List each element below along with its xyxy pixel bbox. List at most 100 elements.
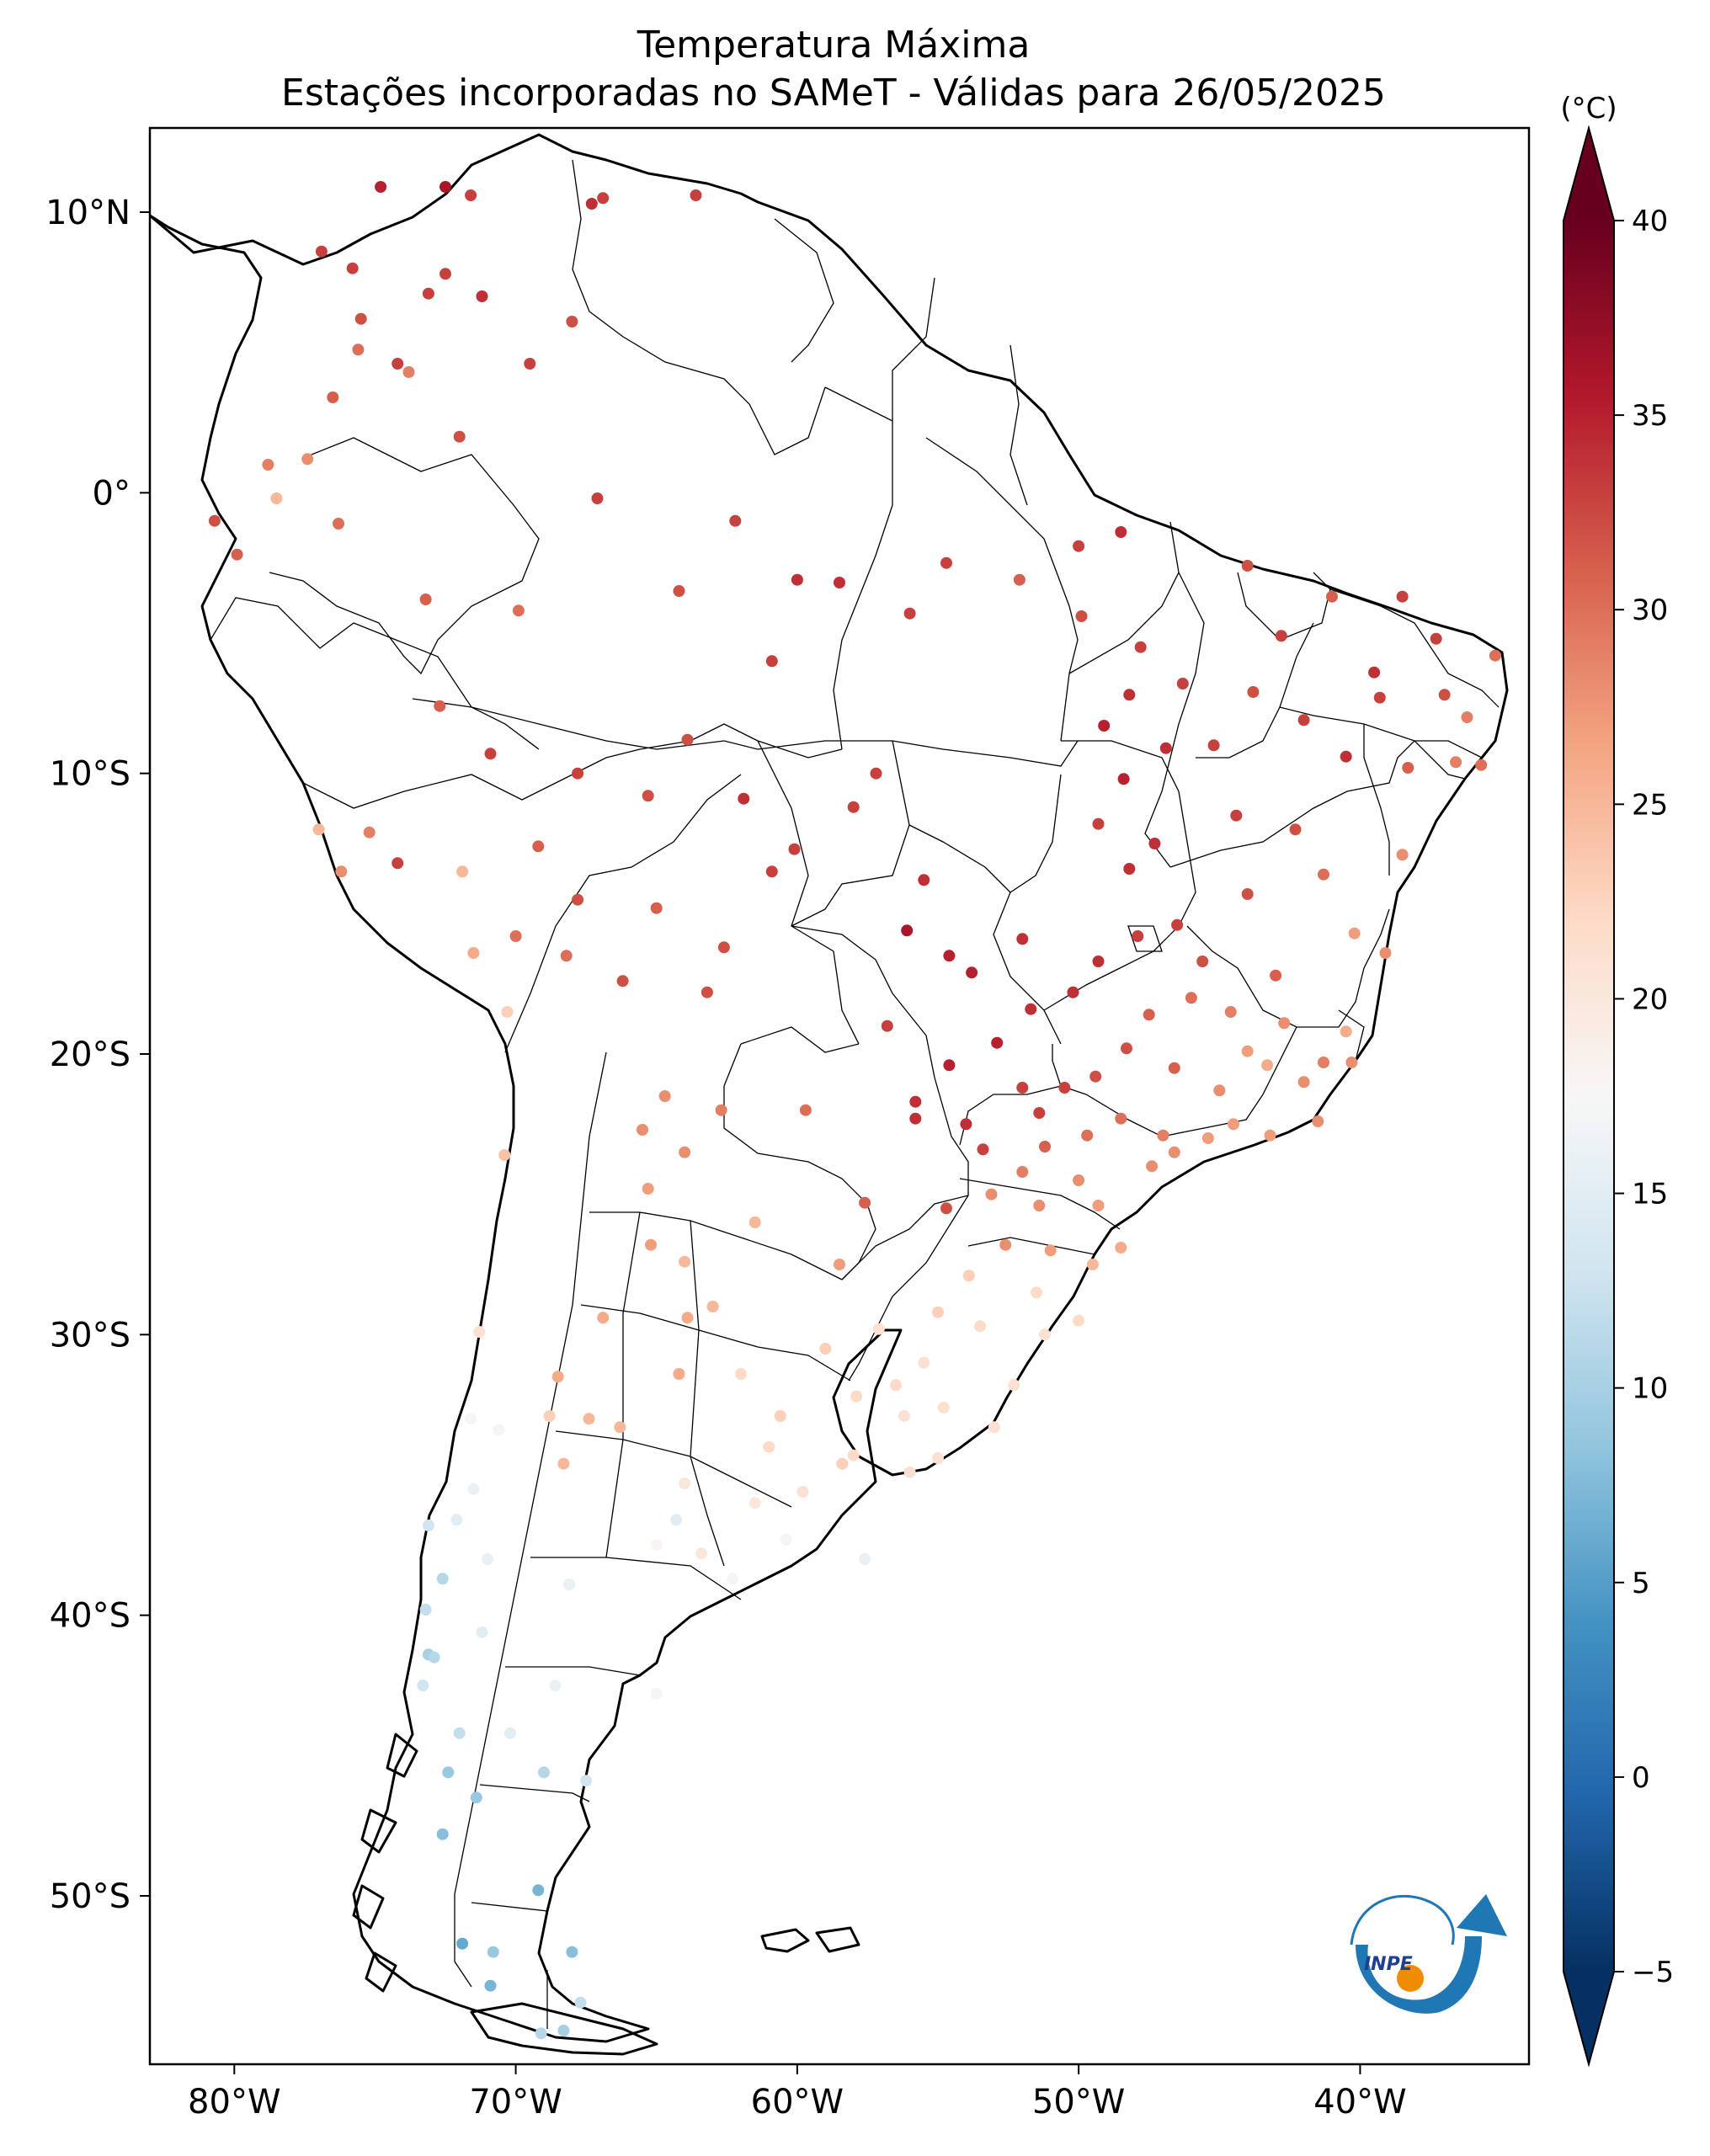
station-point (701, 986, 713, 998)
y-tick-label: 10°S (50, 755, 131, 794)
station-point (763, 1440, 775, 1453)
station-point (597, 1312, 610, 1324)
station-point (1278, 1017, 1291, 1030)
station-point (402, 366, 415, 378)
station-point (487, 1946, 499, 1958)
station-point (1373, 691, 1386, 704)
station-point (585, 198, 598, 210)
station-point (870, 767, 882, 780)
station-point (1340, 750, 1352, 763)
station-point (1213, 1084, 1226, 1097)
colorbar-extend-top (1564, 128, 1614, 221)
inpe-logo: INPE (1350, 1894, 1507, 2014)
x-axis-ticks: 80°W 70°W 60°W 50°W 40°W (188, 2064, 1407, 2121)
station-point (1340, 1025, 1352, 1038)
station-point (551, 1371, 564, 1383)
station-point (549, 1680, 562, 1691)
station-point (937, 1402, 950, 1413)
station-point (560, 950, 573, 962)
station-point (1092, 1200, 1105, 1211)
station-point (774, 1410, 786, 1422)
station-point (847, 1449, 860, 1461)
station-point (1241, 1045, 1254, 1057)
station-point (1044, 1244, 1057, 1257)
station-point (1159, 742, 1172, 754)
station-point (1207, 739, 1220, 752)
station-point (616, 975, 629, 988)
station-point (301, 453, 314, 466)
station-point (738, 792, 750, 805)
station-point (417, 1680, 429, 1691)
inpe-logo-arrow (1457, 1894, 1507, 1936)
inpe-logo-orbit (1350, 1894, 1455, 1946)
station-point (1143, 1009, 1155, 1021)
station-point (1326, 590, 1338, 603)
station-point (1115, 526, 1127, 538)
station-point (1489, 649, 1501, 662)
station-point (1396, 590, 1409, 603)
station-point (1185, 992, 1197, 1004)
station-point (645, 1238, 657, 1251)
station-point (974, 1320, 987, 1333)
station-point (450, 1514, 463, 1526)
station-point (780, 1533, 792, 1546)
station-point (354, 312, 367, 325)
station-point (650, 1539, 663, 1552)
station-point (467, 1483, 480, 1495)
station-point (1461, 711, 1473, 723)
station-point (1013, 573, 1025, 586)
coastline (150, 133, 1509, 2043)
station-point (1396, 849, 1409, 861)
station-point (650, 902, 663, 914)
y-axis-ticks: 10°N 0° 10°S 20°S 30°S 40°S 50°S (45, 194, 150, 1916)
station-point (375, 181, 387, 193)
x-tick-label: 70°W (469, 2083, 562, 2121)
station-point (706, 1301, 719, 1312)
y-tick-label: 20°S (50, 1035, 131, 1074)
station-point (1073, 540, 1085, 552)
station-point (1171, 918, 1184, 931)
station-point (1379, 947, 1392, 959)
station-point (1039, 1141, 1051, 1153)
station-point (642, 790, 654, 802)
station-point (729, 514, 742, 527)
station-point (1117, 773, 1130, 785)
station-point (1348, 927, 1361, 940)
station-point (715, 1104, 727, 1116)
station-point (1115, 1242, 1127, 1254)
station-point (1089, 1070, 1102, 1083)
station-point (1039, 1328, 1051, 1341)
station-point (1430, 632, 1442, 645)
station-point (436, 1573, 449, 1585)
station-point (847, 801, 860, 813)
colorbar-unit: (°C) (1560, 92, 1617, 125)
station-point (1132, 930, 1144, 942)
station-point (1318, 868, 1329, 881)
colorbar-tick-label: 30 (1632, 594, 1668, 627)
colorbar-tick-label: 0 (1632, 1761, 1650, 1795)
station-point (966, 966, 978, 979)
station-point (1086, 1259, 1099, 1270)
station-point (681, 733, 694, 746)
station-point (999, 1238, 1012, 1251)
colorbar: 40 35 30 25 20 15 10 5 0 −5 (°C) (1560, 92, 1674, 2068)
station-point (1275, 630, 1287, 642)
station-point (1081, 1129, 1094, 1142)
station-point (503, 1727, 516, 1739)
station-point (1168, 1146, 1180, 1158)
station-point (889, 1379, 902, 1392)
station-point (1016, 1166, 1029, 1178)
station-point (1230, 809, 1243, 822)
station-point (1475, 759, 1488, 771)
station-point (1228, 1118, 1239, 1131)
colorbar-tick-label: 20 (1632, 982, 1668, 1016)
station-point (1297, 714, 1310, 727)
station-point (1092, 817, 1105, 830)
inpe-logo-text: INPE (1364, 1954, 1413, 1975)
station-point (1075, 610, 1088, 622)
station-point (333, 518, 344, 530)
station-point (1008, 1379, 1020, 1392)
station-point (909, 1112, 922, 1125)
station-point (439, 181, 451, 193)
colorbar-tick-label: −5 (1632, 1956, 1674, 1989)
